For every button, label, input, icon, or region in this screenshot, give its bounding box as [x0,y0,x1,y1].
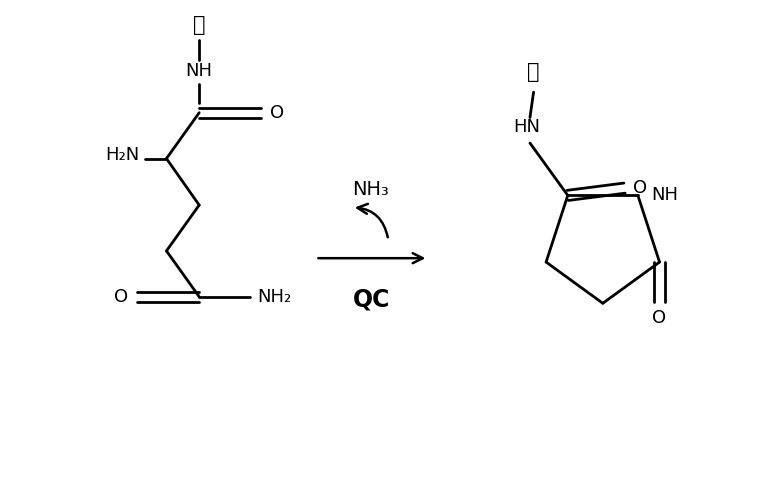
Text: O: O [633,179,648,197]
Text: NH₃: NH₃ [352,180,389,199]
Text: O: O [270,104,284,122]
Text: O: O [114,288,129,306]
Text: QC: QC [353,288,390,312]
Text: HN: HN [513,118,539,136]
Text: H₂N: H₂N [106,146,140,164]
Text: O: O [652,309,667,327]
Text: 肽: 肽 [193,15,206,36]
Text: 肽: 肽 [527,62,539,83]
Text: NH: NH [186,62,213,80]
Text: NH: NH [652,186,678,204]
Text: NH₂: NH₂ [257,288,291,306]
